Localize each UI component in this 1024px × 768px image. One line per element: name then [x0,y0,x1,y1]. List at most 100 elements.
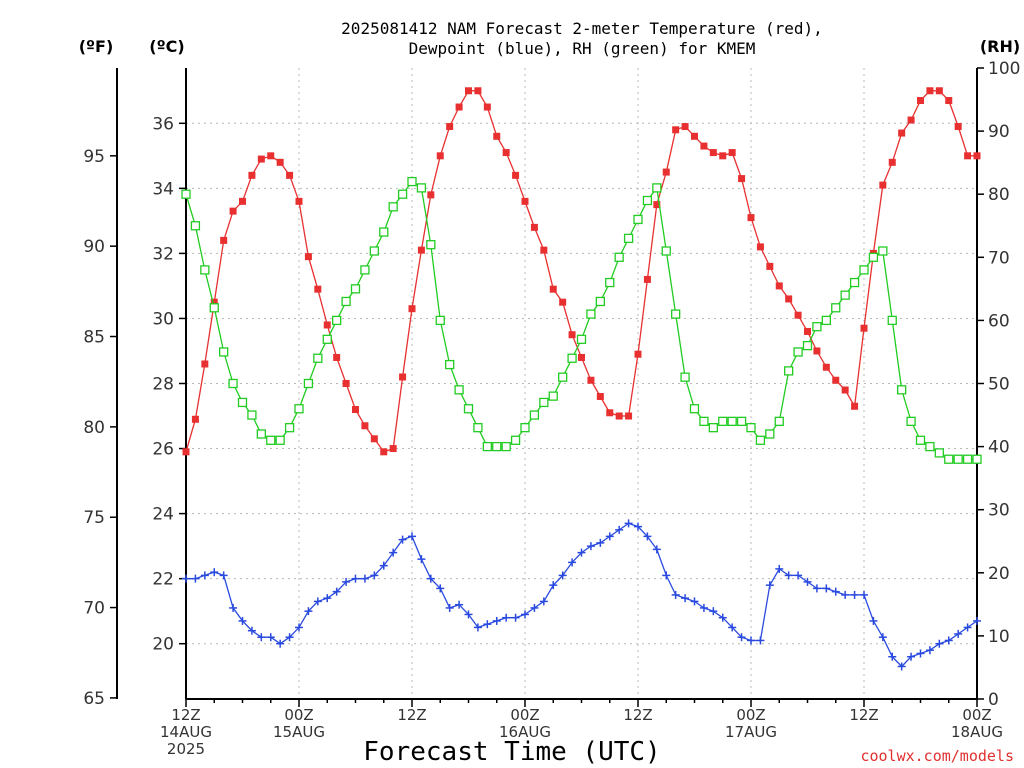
x-tick-label: 17AUG [725,723,777,741]
fahrenheit-tick-label: 85 [83,328,105,348]
x-axis-label: Forecast Time (UTC) [363,737,660,767]
celsius-tick-label: 32 [152,244,174,264]
rh-point [671,309,681,319]
dewpoint-point [916,649,925,658]
rh-point [915,435,926,445]
temperature-point [785,295,793,303]
temperature-point [248,171,256,179]
dewpoint-point [812,584,821,593]
dewpoint-point [521,610,529,619]
rh-point [360,265,370,275]
temperature-point [907,116,915,124]
temperature-point [399,373,407,381]
dewpoint-point [238,616,247,625]
rh-point [529,410,540,420]
dewpoint-point [483,620,492,629]
dewpoint-point [586,542,595,551]
x-tick-label: 2025 [167,740,205,758]
temperature-point [323,321,331,329]
dewpoint-point [182,574,190,583]
temperature-point [455,103,463,111]
rh-point [953,454,963,464]
dewpoint-point [210,568,219,577]
rh-point [313,353,323,363]
dewpoint-point [285,633,294,642]
x-tick-label: 00Z [962,706,991,724]
rh-point [614,252,624,262]
rh-point [539,397,549,408]
rh-tick-label: 0 [988,690,999,710]
rh-point [548,391,558,401]
temperature-point [738,175,746,183]
temperature-point [841,386,849,394]
dewpoint-point [191,574,200,583]
rh-tick-label: 10 [988,627,1010,647]
celsius-tick-label: 20 [152,635,174,655]
rh-point [906,416,916,427]
rh-point [219,347,229,357]
rh-point [190,221,201,231]
temperature-point [860,324,868,332]
dewpoint-point [681,594,690,603]
dewpoint-point [276,639,285,648]
rh-point [332,315,342,326]
tick-labels: 20 22 24 26 28 30 32 34 36 65 70 75 80 85 90 95 0 10 20 30 4… [83,59,1020,758]
dewpoint-point [473,623,482,632]
dewpoint-point [728,623,737,632]
rh-point [247,410,257,420]
rh-point [784,366,794,376]
rh-point [284,423,295,433]
temperature-point [361,422,369,430]
temperature-point [474,87,482,95]
dewpoint-point [539,597,548,606]
celsius-tick-label: 24 [152,505,174,525]
dewpoint-point [897,662,906,671]
rh-point [708,423,718,433]
dewpoint-point [954,629,963,638]
dewpoint-point [935,639,944,648]
temperature-point [465,87,472,95]
rh-point [463,404,474,414]
rh-point [473,423,483,433]
temperature-point [578,353,585,361]
dewpoint-point [502,613,511,622]
rh-point [416,183,427,193]
temperature-point [945,97,953,105]
dewpoint-point [530,603,539,612]
x-tick-label: 12Z [397,706,426,724]
temperature-point [851,402,859,410]
fahrenheit-tick-label: 70 [83,599,105,619]
temperature-point [549,285,557,293]
temperature-point [766,262,774,270]
unit-label-rh: (RH) [980,37,1020,56]
celsius-tick-label: 36 [152,114,174,134]
temperature-point [370,435,378,443]
rh-point [831,303,841,313]
rh-tick-label: 60 [988,311,1010,331]
dewpoint-point [313,597,322,606]
rh-point [868,252,879,262]
temperature-point [568,331,576,339]
dewpoint-point [360,574,369,583]
rh-point [812,322,822,332]
temperature-point [625,412,633,420]
temperature-point [295,197,303,205]
dewpoint-point [436,584,445,593]
dewpoint-point [860,590,868,599]
temperature-point [643,275,651,283]
unit-label-fahrenheit: (ºF) [79,37,114,56]
dewpoint-point [200,571,209,580]
rh-point [200,265,210,275]
dewpoint-point [775,564,784,573]
x-tick-label: 16AUG [499,723,551,741]
temperature-point [672,126,680,134]
rh-point [237,397,248,408]
temperature-point [681,123,689,131]
rh-point [652,183,662,193]
dewpoint-point [351,574,360,583]
x-tick-label: 00Z [510,706,539,724]
dewpoint-point [219,571,228,580]
dewpoint-point [831,587,840,596]
rh-point [755,435,766,445]
rh-point [397,189,408,199]
